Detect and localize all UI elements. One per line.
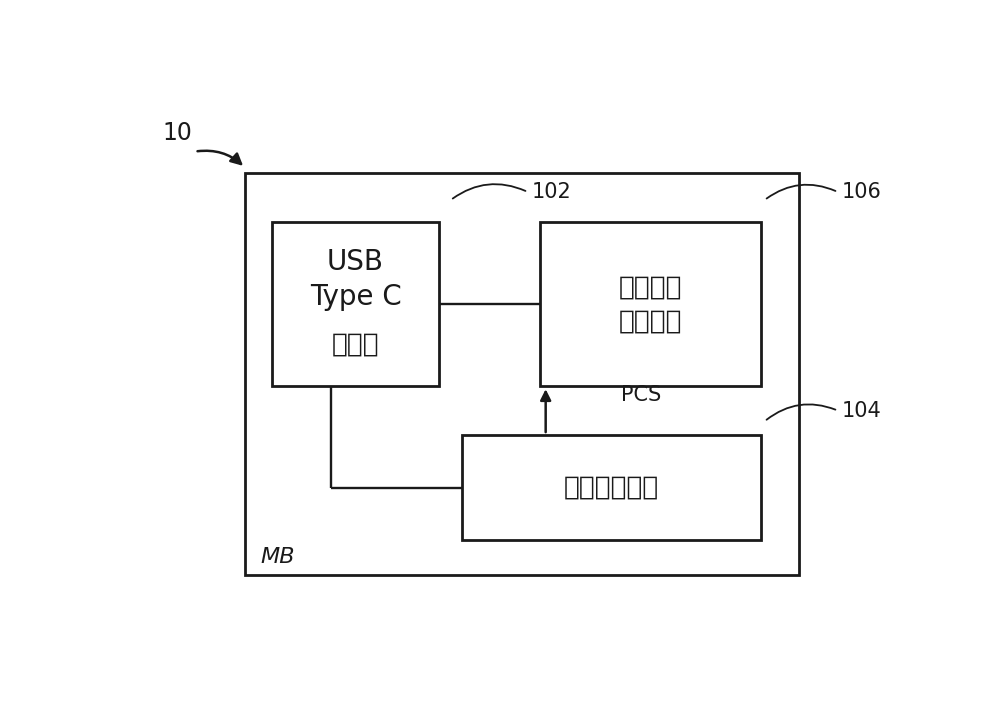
Text: PCS: PCS [621, 386, 661, 405]
Text: 输出切换
控制模块: 输出切换 控制模块 [618, 274, 682, 334]
Bar [245, 173, 799, 576]
Text: MB: MB [261, 547, 295, 567]
Bar [540, 222, 761, 386]
Bar [462, 435, 761, 540]
Text: 10: 10 [162, 121, 192, 144]
Bar [272, 222, 439, 386]
Text: 106: 106 [842, 182, 882, 202]
Text: USB
Type C: USB Type C [310, 248, 401, 311]
Text: 104: 104 [842, 401, 882, 421]
Text: 连接器: 连接器 [332, 332, 379, 358]
Text: 装置侦测模块: 装置侦测模块 [564, 475, 659, 501]
Text: 102: 102 [532, 182, 572, 202]
